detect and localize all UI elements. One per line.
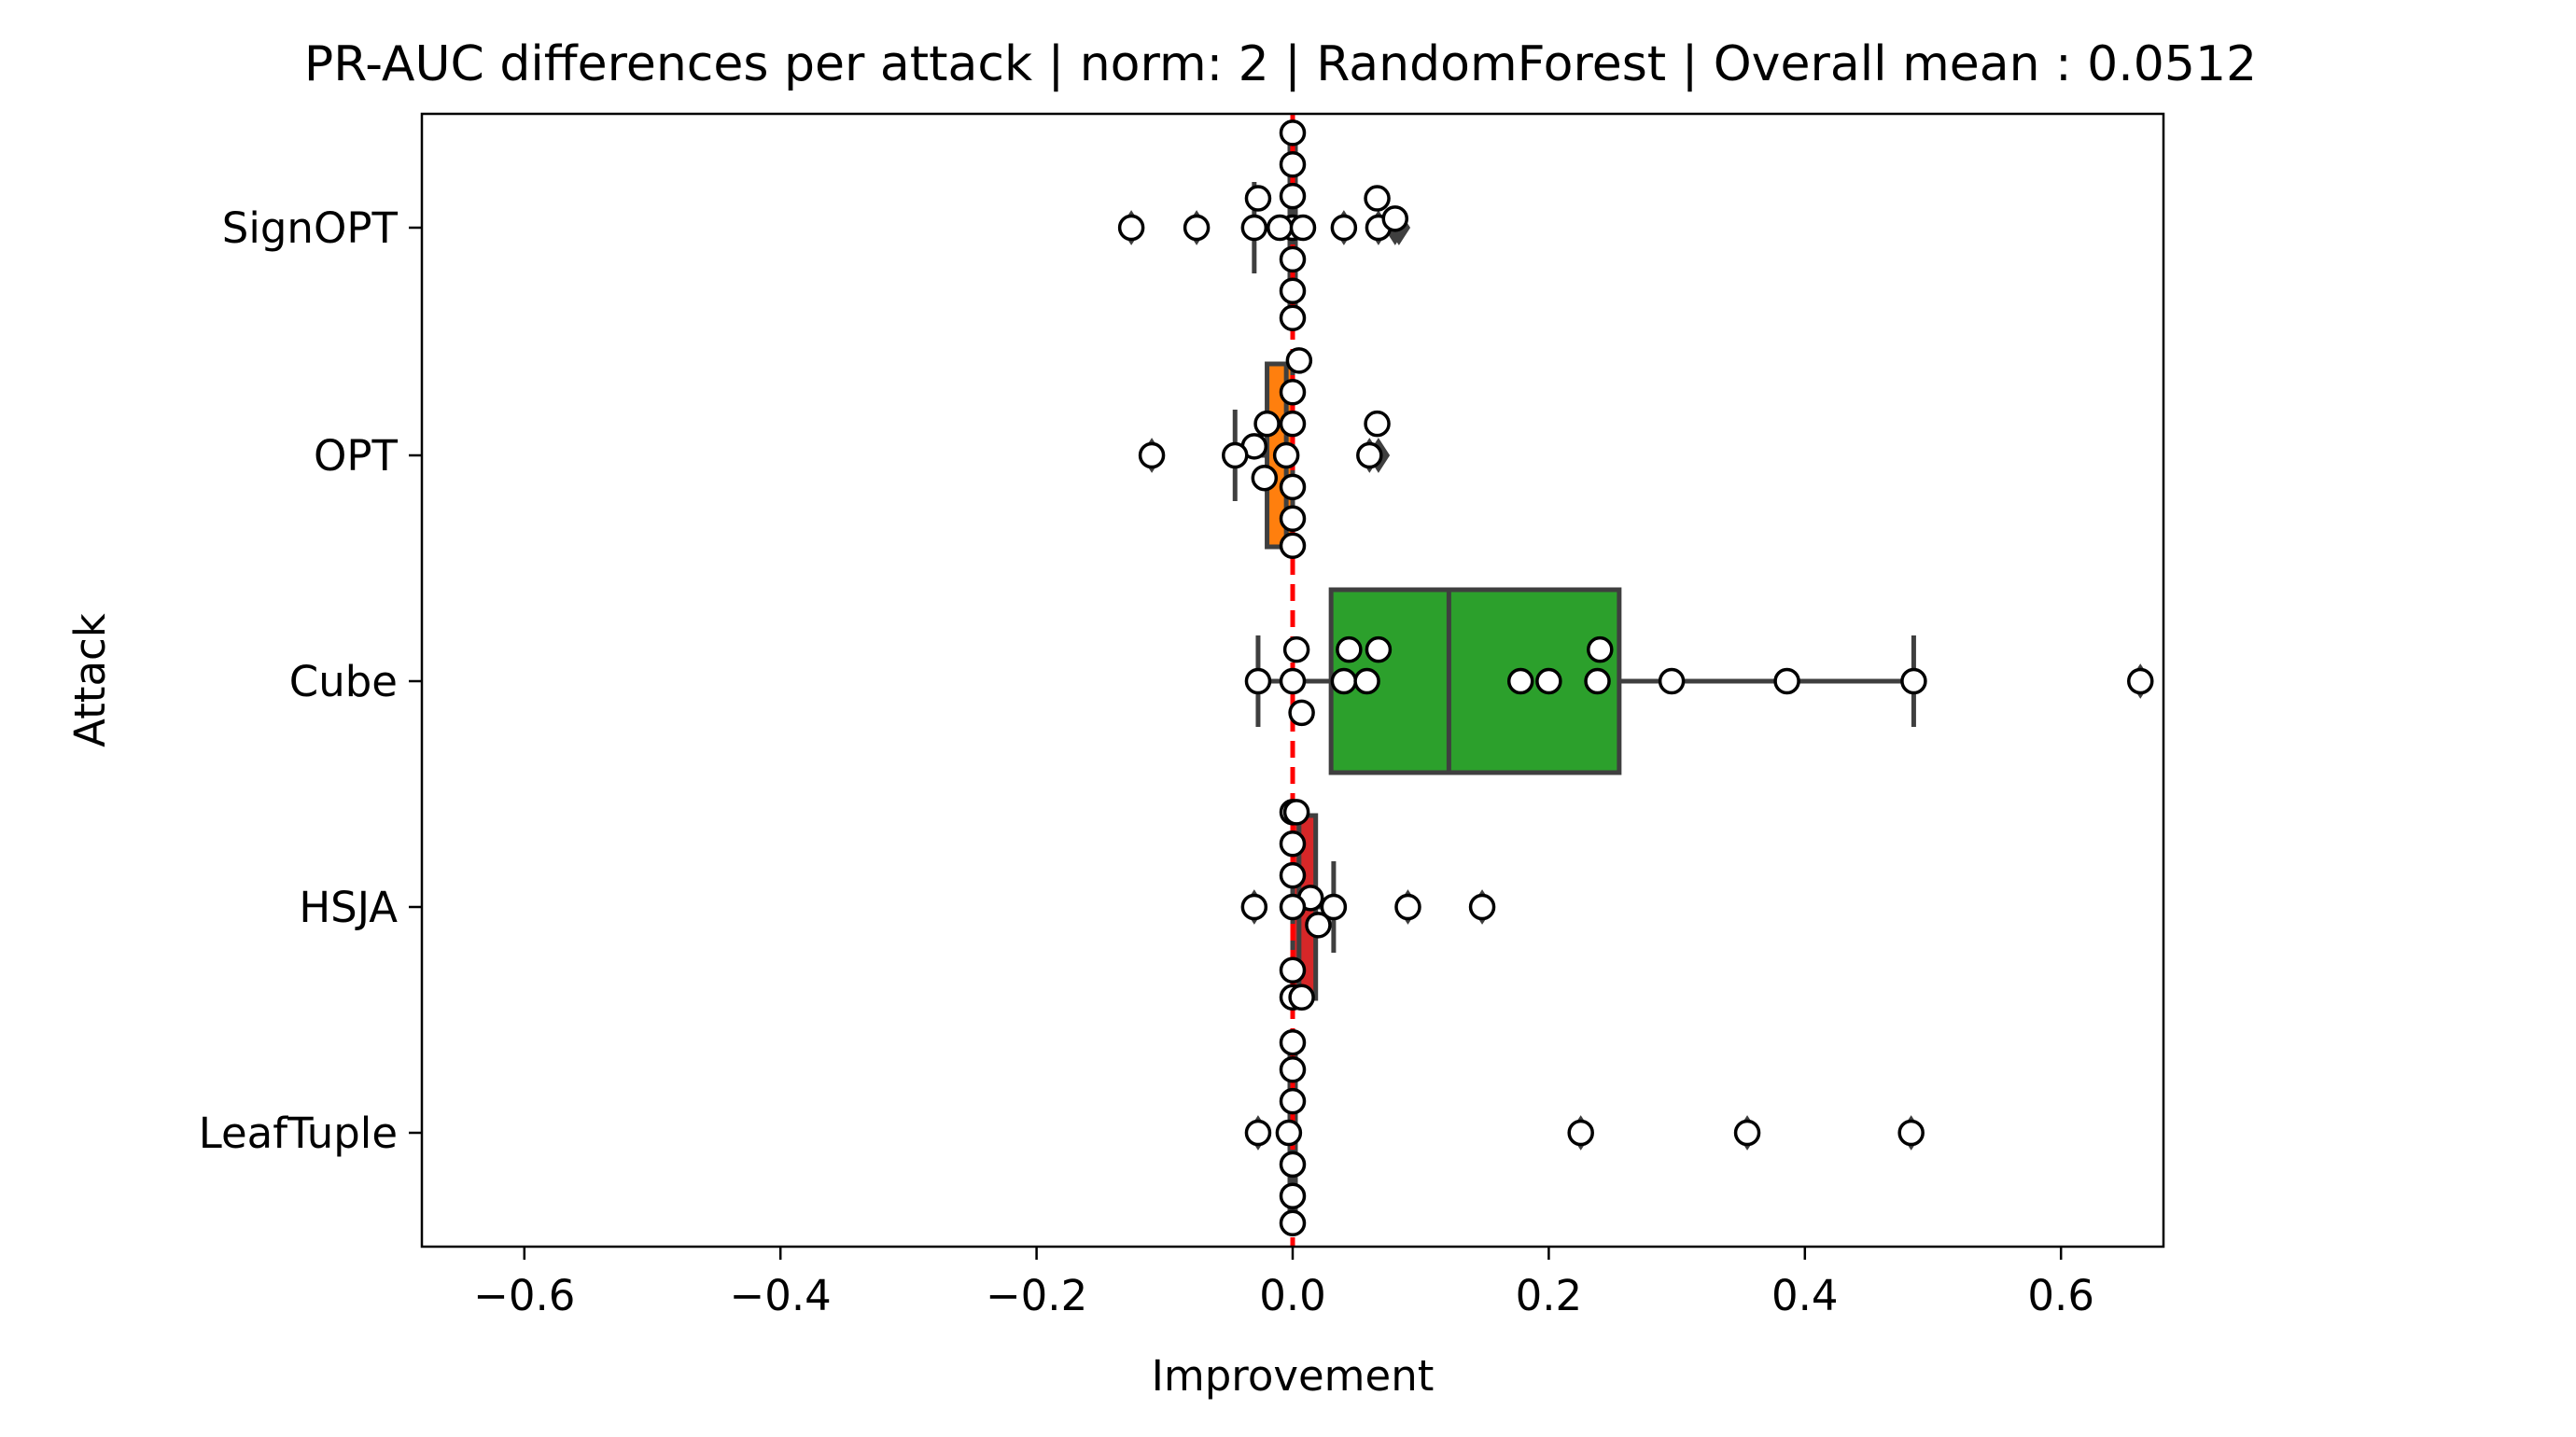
- data-point: [1773, 667, 1800, 695]
- x-tick-label: −0.6: [473, 1271, 575, 1320]
- data-point: [1279, 1151, 1307, 1179]
- data-point: [1364, 185, 1391, 212]
- x-tick-label: 0.0: [1259, 1271, 1326, 1320]
- data-point: [1289, 214, 1317, 242]
- data-point: [1279, 1055, 1307, 1083]
- data-point: [2127, 667, 2154, 695]
- data-point: [1279, 1087, 1307, 1115]
- data-point: [1288, 984, 1315, 1011]
- data-point: [1279, 667, 1307, 695]
- data-point: [1535, 667, 1562, 695]
- data-point: [1353, 667, 1380, 695]
- data-point: [1506, 667, 1534, 695]
- data-point: [1365, 635, 1393, 663]
- data-point: [1330, 667, 1358, 695]
- data-point: [1584, 667, 1611, 695]
- data-point: [1244, 667, 1272, 695]
- x-tick-label: −0.2: [986, 1271, 1087, 1320]
- data-point: [1279, 304, 1307, 332]
- swarm-points: [1117, 119, 2154, 1237]
- data-point: [1244, 185, 1272, 212]
- data-point: [1282, 635, 1310, 663]
- data-point: [1320, 893, 1348, 921]
- data-point: [1336, 635, 1363, 663]
- data-point: [1279, 150, 1307, 178]
- data-point: [1240, 214, 1268, 242]
- data-point: [1288, 699, 1315, 727]
- data-point: [1253, 410, 1281, 438]
- x-axis-label: Improvement: [1152, 1351, 1435, 1401]
- data-point: [1356, 441, 1383, 469]
- data-point: [1279, 956, 1307, 984]
- data-point: [1587, 635, 1614, 663]
- data-point: [1279, 505, 1307, 533]
- y-axis-label: Attack: [65, 613, 115, 747]
- data-point: [1272, 441, 1300, 469]
- data-point: [1658, 667, 1686, 695]
- data-point: [1279, 473, 1307, 501]
- data-point: [1279, 245, 1307, 273]
- data-point: [1183, 214, 1211, 242]
- y-tick-label: Cube: [289, 657, 398, 706]
- data-point: [1267, 214, 1294, 242]
- y-tick-label: SignOPT: [222, 203, 399, 253]
- data-point: [1285, 347, 1313, 374]
- data-point: [1279, 277, 1307, 305]
- data-point: [1282, 799, 1310, 826]
- chart-title: PR-AUC differences per attack | norm: 2 …: [304, 36, 2257, 92]
- x-axis: −0.6 −0.4 −0.2 0.0 0.2 0.4 0.6: [473, 1247, 2094, 1320]
- data-point: [1279, 182, 1307, 210]
- x-tick-label: 0.6: [2027, 1271, 2094, 1320]
- data-point: [1567, 1119, 1594, 1147]
- y-tick-label: LeafTuple: [199, 1109, 398, 1158]
- plot-area: [1117, 114, 2154, 1247]
- data-point: [1275, 1119, 1303, 1147]
- data-point: [1244, 1119, 1272, 1147]
- y-tick-label: OPT: [314, 431, 399, 481]
- data-point: [1394, 893, 1421, 921]
- data-point: [1900, 667, 1927, 695]
- data-point: [1279, 1182, 1307, 1210]
- data-point: [1279, 861, 1307, 889]
- data-point: [1279, 1209, 1307, 1237]
- data-point: [1251, 464, 1279, 492]
- data-point: [1279, 830, 1307, 858]
- data-point: [1138, 441, 1166, 469]
- data-point: [1279, 1028, 1307, 1056]
- data-point: [1222, 441, 1249, 469]
- data-point: [1279, 532, 1307, 560]
- data-point: [1240, 893, 1268, 921]
- data-point: [1117, 214, 1145, 242]
- data-point: [1279, 119, 1307, 146]
- data-point: [1330, 214, 1358, 242]
- data-point: [1897, 1119, 1925, 1147]
- x-tick-label: 0.2: [1516, 1271, 1583, 1320]
- data-point: [1305, 912, 1332, 939]
- data-point: [1279, 378, 1307, 406]
- data-point: [1364, 410, 1391, 438]
- data-point: [1733, 1119, 1761, 1147]
- y-axis: SignOPT OPT Cube HSJA LeafTuple: [199, 203, 422, 1158]
- y-tick-label: HSJA: [299, 883, 398, 932]
- data-point: [1468, 893, 1496, 921]
- data-point: [1279, 893, 1307, 921]
- x-tick-label: −0.4: [730, 1271, 832, 1320]
- data-point: [1381, 205, 1409, 232]
- data-point: [1279, 410, 1307, 438]
- x-tick-label: 0.4: [1771, 1271, 1839, 1320]
